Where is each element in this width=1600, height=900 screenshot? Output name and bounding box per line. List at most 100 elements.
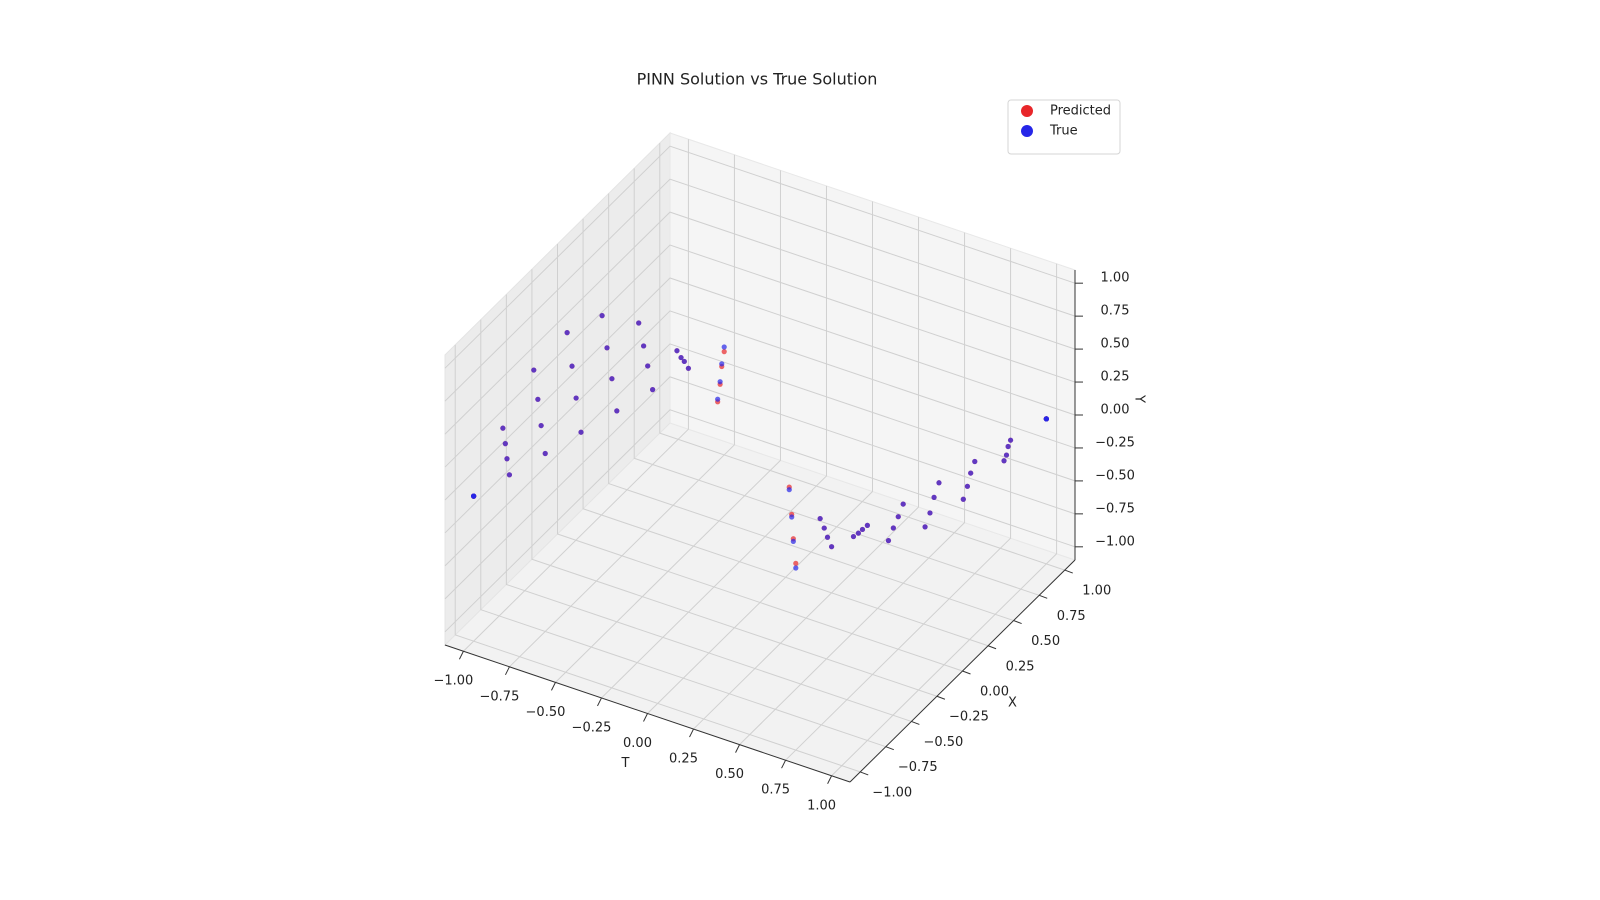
data-point [890, 525, 896, 531]
x-tick-label: 0.00 [623, 736, 652, 751]
x-tick-label: 1.00 [807, 798, 836, 813]
grid-line [444, 409, 1076, 633]
tick-mark [689, 728, 694, 738]
data-point [650, 387, 656, 393]
data-point [471, 493, 477, 499]
data-point [789, 514, 795, 520]
data-point [922, 524, 928, 530]
z-tick-label: 0.75 [1101, 304, 1130, 319]
data-point [599, 313, 605, 319]
data-point [538, 422, 544, 429]
tick-mark [936, 695, 946, 700]
y-tick-label: 0.75 [1057, 609, 1086, 624]
z-tick-label: −0.50 [1095, 468, 1135, 483]
z-tick-label: 0.00 [1101, 403, 1130, 418]
data-point [972, 458, 978, 465]
legend-label: Predicted [1050, 104, 1111, 119]
x-tick-label: −1.00 [433, 674, 473, 689]
z-tick-label: −1.00 [1095, 534, 1135, 549]
z-tick-label: −0.75 [1095, 501, 1135, 516]
data-point [542, 450, 548, 457]
grid-line [601, 185, 827, 699]
data-point [578, 429, 584, 435]
x-tick-label: 0.75 [761, 783, 790, 798]
legend-label: True [1049, 124, 1078, 139]
chart-title: PINN Solution vs True Solution [637, 70, 878, 89]
tick-mark [987, 645, 997, 650]
grid-line [739, 232, 966, 745]
grid-line [444, 211, 1076, 435]
grid [444, 139, 1076, 777]
data-point [685, 365, 692, 371]
x-tick-label: 0.50 [715, 767, 744, 782]
z-tick-label: 0.50 [1101, 337, 1130, 352]
y-tick-label: 0.50 [1031, 634, 1060, 649]
data-point [900, 501, 906, 507]
data-point [717, 379, 723, 385]
grid-line [444, 310, 1076, 534]
tick-mark [597, 697, 602, 707]
legend-box [1007, 99, 1121, 155]
grid-line [582, 218, 989, 647]
legend-marker [1021, 125, 1033, 137]
grid-line [444, 145, 1076, 369]
data-point [502, 441, 508, 447]
data-point [1001, 458, 1007, 464]
grid-line [785, 248, 1012, 761]
tick-mark [781, 759, 787, 769]
data-point [678, 354, 684, 361]
data-point [645, 363, 651, 369]
data-point [850, 533, 857, 540]
data-point [604, 345, 610, 351]
data-point [636, 320, 642, 326]
z-tick-label: −0.25 [1095, 435, 1135, 450]
data-point [674, 348, 680, 354]
data-point [960, 496, 966, 502]
data-point [793, 565, 799, 571]
axis-line [444, 644, 851, 783]
points [471, 313, 1049, 571]
data-point [721, 349, 727, 355]
x-tick-label: −0.25 [572, 720, 612, 735]
data-point [614, 408, 620, 414]
grid-line [444, 343, 1076, 567]
data-point [721, 344, 727, 350]
data-point [1003, 452, 1010, 458]
data-point [719, 361, 725, 367]
z-tick-label: 0.25 [1101, 370, 1130, 385]
tick-mark [911, 720, 920, 725]
data-point [786, 487, 792, 493]
data-point [828, 544, 835, 550]
tick-mark [885, 746, 894, 751]
data-point [641, 343, 647, 349]
tick-mark [860, 771, 869, 776]
data-point [817, 515, 823, 522]
data-point [964, 483, 971, 489]
axis-line [849, 559, 1076, 783]
data-point [573, 395, 579, 401]
grid-line [444, 178, 1076, 402]
grid-line [505, 294, 912, 722]
data-point [1007, 437, 1014, 443]
data-point [855, 530, 861, 536]
data-point [931, 494, 937, 500]
data-point [715, 396, 721, 402]
tick-mark [643, 713, 648, 722]
x-tick-label: −0.75 [480, 689, 520, 704]
data-point [927, 510, 933, 516]
tick-mark [551, 682, 556, 691]
grid-line [531, 269, 938, 697]
x-tick-label: 0.25 [669, 752, 698, 767]
grid-line [444, 244, 1076, 468]
y-tick-label: 0.00 [980, 685, 1009, 700]
data-point [569, 363, 575, 369]
y-tick-label: −1.00 [872, 785, 912, 800]
data-point [824, 534, 831, 540]
grid-line [608, 193, 1014, 622]
x-tick-label: −0.50 [526, 705, 566, 720]
y-axis-label: X [1008, 696, 1017, 711]
y-tick-label: −0.25 [949, 710, 989, 725]
data-point [895, 514, 901, 520]
data-point [535, 396, 541, 402]
